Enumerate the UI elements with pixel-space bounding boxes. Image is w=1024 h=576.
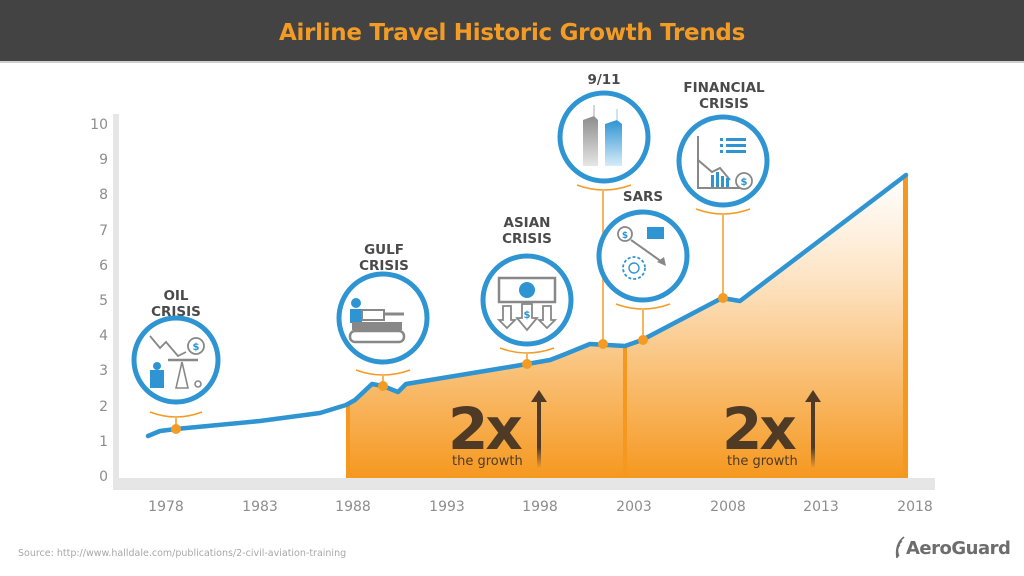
svg-text:$: $ [524, 310, 531, 321]
svg-text:$: $ [741, 177, 748, 188]
svg-text:the growth: the growth [727, 454, 798, 469]
growth-line [145, 172, 909, 439]
x-axis-ticks: 1978 1983 1988 1993 1998 2003 2008 2013 … [148, 499, 933, 515]
svg-text:ASIAN: ASIAN [504, 215, 551, 231]
svg-text:$: $ [622, 231, 628, 241]
region-1-left-edge [346, 404, 350, 478]
y-axis-bar [113, 114, 119, 488]
svg-text:2018: 2018 [897, 499, 933, 515]
svg-text:1993: 1993 [429, 499, 465, 515]
up-arrow-icon [537, 400, 541, 468]
svg-text:1: 1 [99, 434, 108, 450]
svg-text:6: 6 [99, 258, 108, 274]
y-axis-ticks: 0 1 2 3 4 5 6 7 8 9 10 [90, 117, 108, 485]
money-down-icon: $ [496, 276, 558, 332]
svg-text:OIL: OIL [163, 288, 188, 304]
svg-text:$: $ [193, 342, 200, 353]
svg-text:CRISIS: CRISIS [502, 231, 552, 247]
up-arrow-icon [811, 400, 815, 468]
svg-text:FINANCIAL: FINANCIAL [683, 80, 765, 96]
svg-text:1998: 1998 [522, 499, 558, 515]
svg-text:1988: 1988 [335, 499, 371, 515]
header-bar: Airline Travel Historic Growth Trends [0, 0, 1024, 63]
svg-text:the growth: the growth [452, 454, 523, 469]
svg-text:10: 10 [90, 117, 108, 133]
svg-text:CRISIS: CRISIS [151, 304, 201, 320]
twin-towers-icon [583, 105, 622, 166]
event-911[interactable]: 9/11 [557, 72, 651, 349]
event-asian-crisis[interactable]: ASIAN CRISIS $ [480, 215, 574, 369]
wing-icon [895, 536, 905, 559]
event-gulf-crisis[interactable]: GULF CRISIS [336, 242, 430, 391]
region-divider [623, 346, 627, 478]
svg-text:7: 7 [99, 223, 108, 239]
event-oil-crisis[interactable]: OIL CRISIS $ [131, 288, 221, 434]
svg-text:2x: 2x [722, 395, 796, 463]
svg-text:3: 3 [99, 363, 108, 379]
growth-area [348, 175, 906, 478]
svg-text:2008: 2008 [710, 499, 746, 515]
svg-text:0: 0 [99, 469, 108, 485]
svg-text:CRISIS: CRISIS [699, 96, 749, 112]
source-citation: Source: http://www.halldale.com/publicat… [18, 548, 347, 559]
svg-text:5: 5 [99, 293, 108, 309]
aeroguard-logo: AeroGuard [892, 536, 1011, 560]
svg-text:SARS: SARS [623, 189, 663, 205]
logo-text: AeroGuard [906, 537, 1011, 559]
x-axis-bar [113, 478, 935, 490]
svg-text:9/11: 9/11 [587, 72, 620, 88]
svg-text:9: 9 [99, 152, 108, 168]
svg-text:2: 2 [99, 399, 108, 415]
region-2-right-edge [903, 176, 908, 478]
growth-callout-2: 2x the growth [722, 390, 821, 469]
oil-pump-icon: $ [149, 335, 205, 389]
falling-chart-icon: $ [697, 136, 753, 190]
event-sars[interactable]: SARS $ [596, 189, 690, 345]
growth-callout-1: 2x the growth [448, 390, 547, 469]
svg-text:CRISIS: CRISIS [359, 258, 409, 274]
svg-text:4: 4 [99, 328, 108, 344]
svg-text:8: 8 [99, 187, 108, 203]
event-financial-crisis[interactable]: FINANCIAL CRISIS $ [676, 80, 770, 303]
virus-icon: $ [617, 226, 666, 280]
svg-text:1978: 1978 [148, 499, 184, 515]
svg-text:2013: 2013 [803, 499, 839, 515]
svg-text:2x: 2x [448, 395, 522, 463]
svg-text:GULF: GULF [364, 242, 404, 258]
page-title: Airline Travel Historic Growth Trends [279, 20, 745, 46]
svg-text:2003: 2003 [616, 499, 652, 515]
svg-text:1983: 1983 [242, 499, 278, 515]
tank-soldier-icon [348, 298, 406, 344]
